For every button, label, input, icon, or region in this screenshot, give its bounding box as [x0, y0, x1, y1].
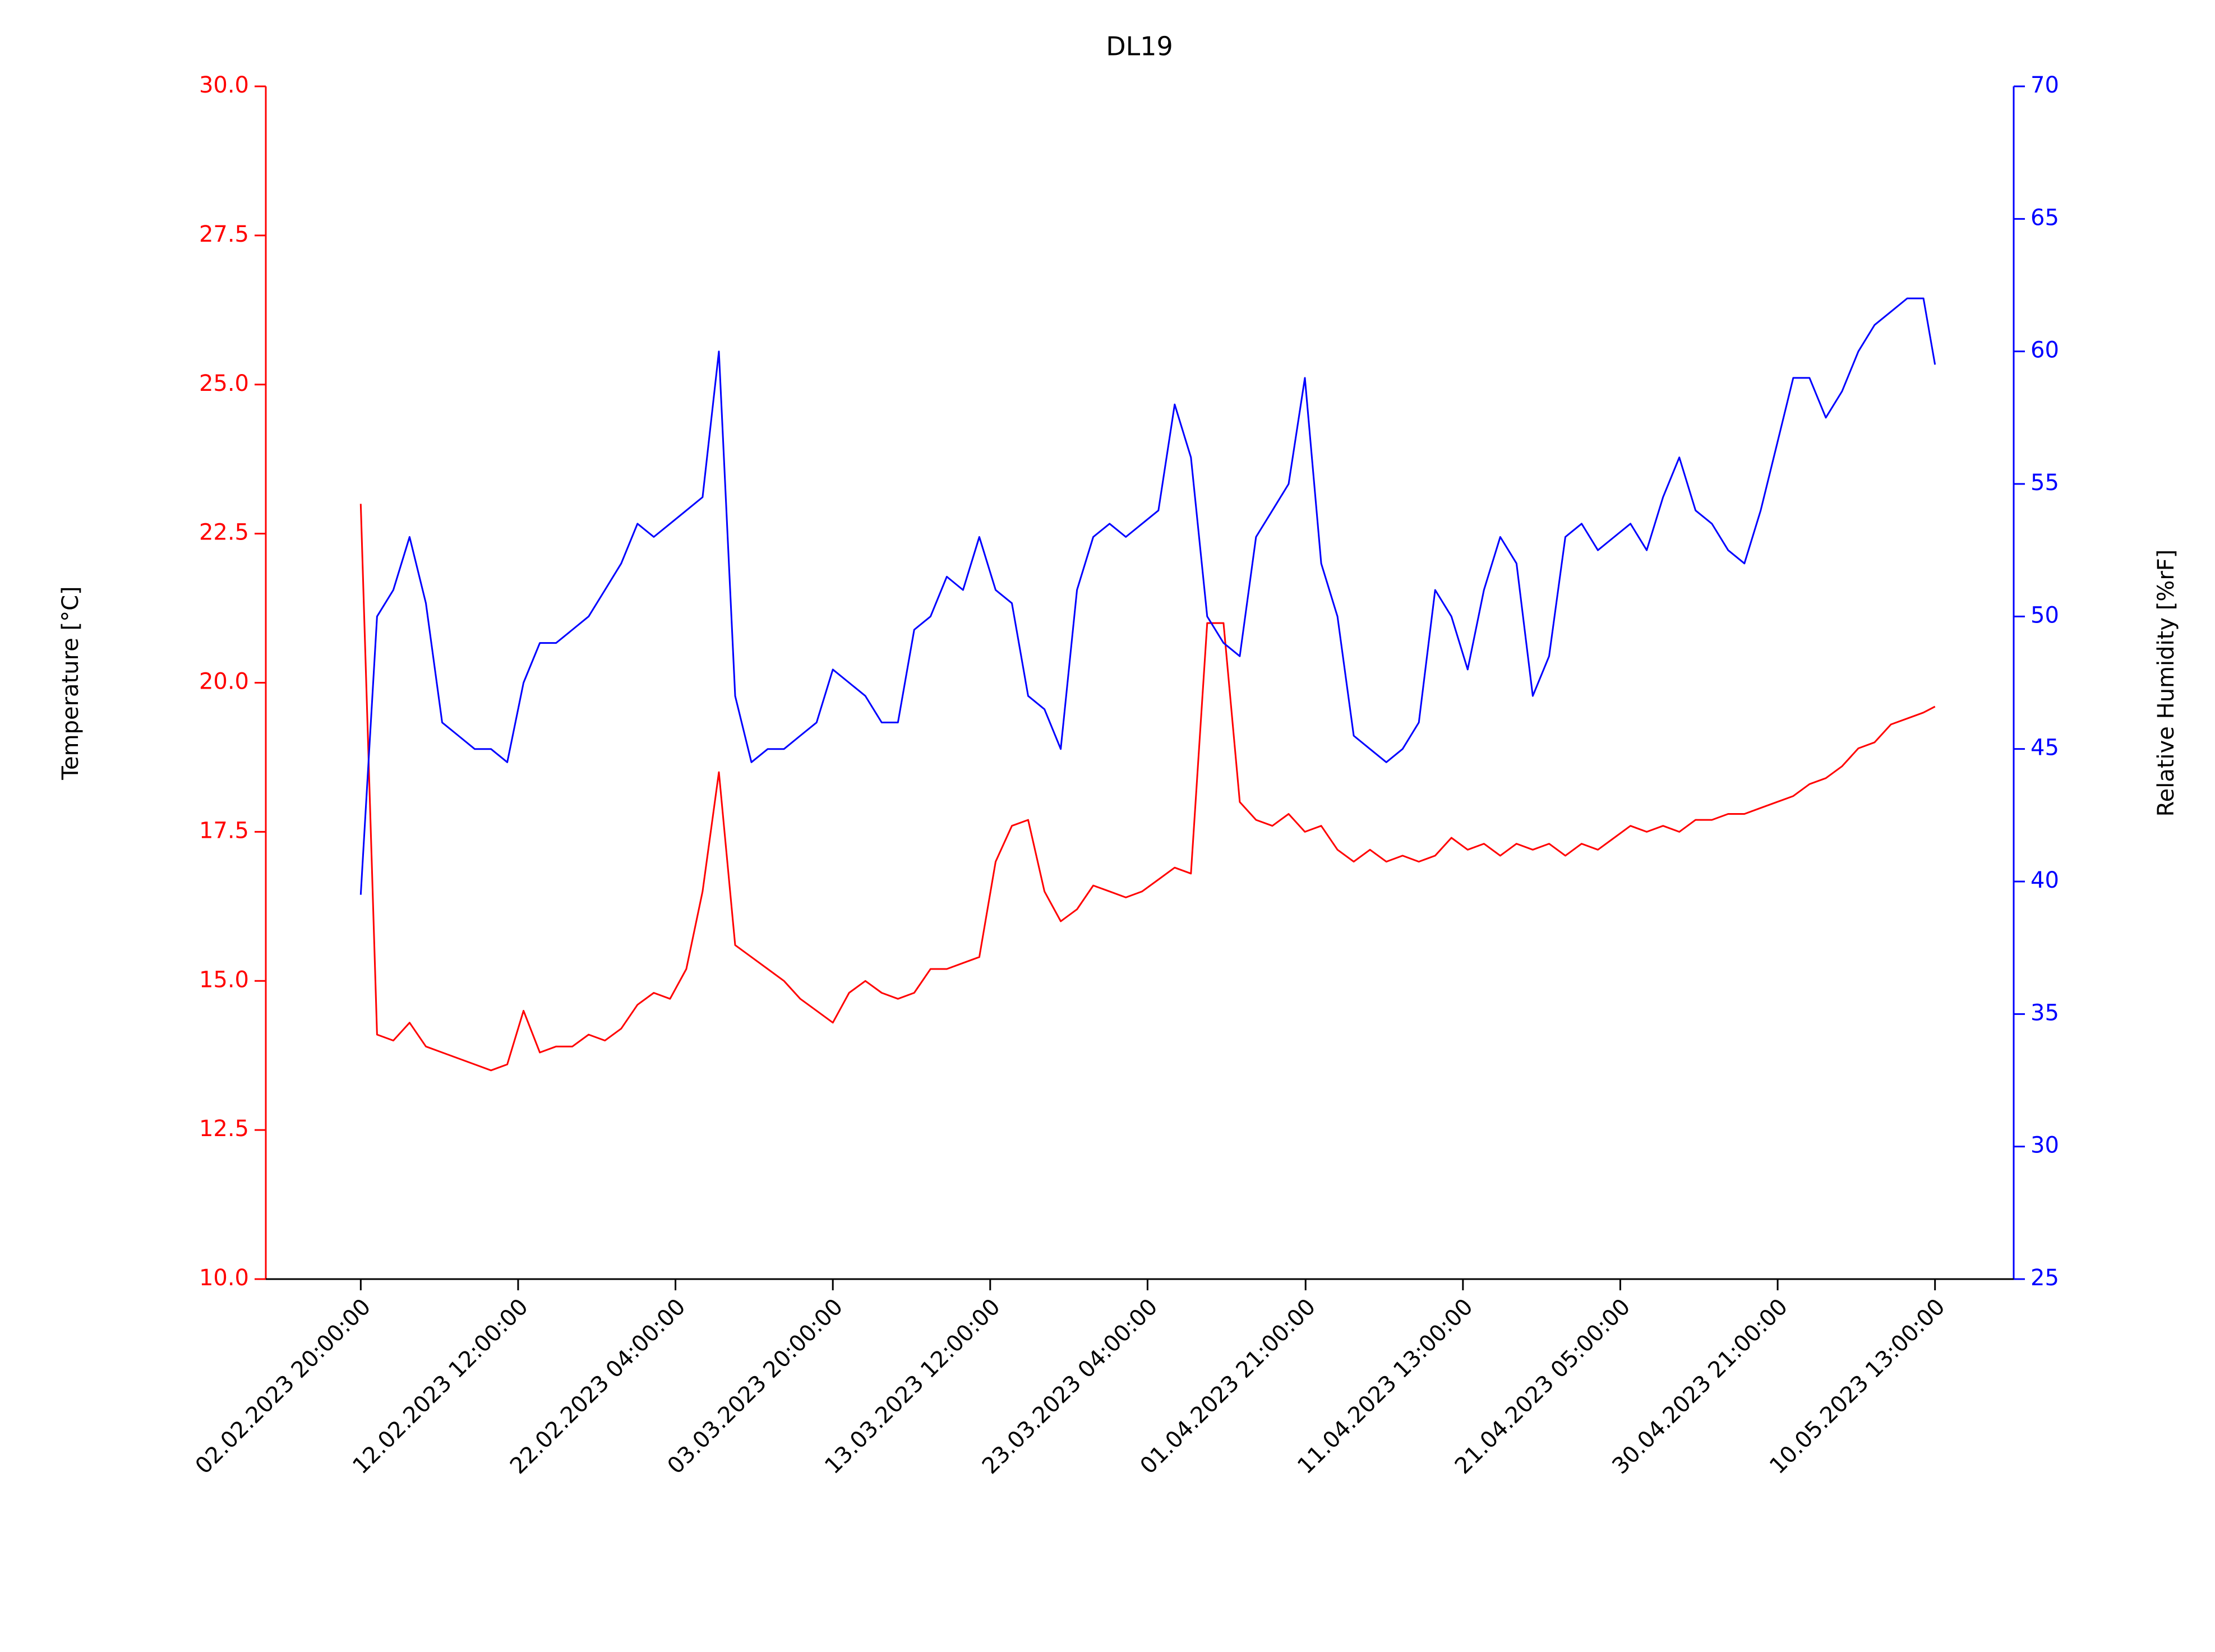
- y2-tick-label: 35: [2031, 1000, 2059, 1026]
- x-tick-label: 23.03.2023 04:00:00: [977, 1294, 1162, 1479]
- y2-tick-label: 30: [2031, 1133, 2059, 1159]
- y2-tick-label: 65: [2031, 205, 2059, 230]
- x-tick-label: 02.02.2023 20:00:00: [191, 1294, 376, 1479]
- y2-axis-label: Relative Humidity [%rF]: [2153, 550, 2179, 817]
- y2-tick-label: 25: [2031, 1265, 2059, 1291]
- chart-title: DL19: [1106, 31, 1173, 62]
- y2-tick-label: 40: [2031, 867, 2059, 893]
- y-tick-label: 15.0: [199, 967, 249, 993]
- y-tick-label: 25.0: [199, 371, 249, 396]
- y2-tick-label: 50: [2031, 602, 2059, 628]
- y-tick-label: 17.5: [199, 818, 249, 843]
- y2-tick-label: 55: [2031, 470, 2059, 496]
- y2-tick-label: 45: [2031, 735, 2059, 761]
- y-tick-label: 12.5: [199, 1116, 249, 1142]
- x-tick-label: 21.04.2023 05:00:00: [1450, 1294, 1635, 1479]
- y2-tick-label: 70: [2031, 72, 2059, 98]
- y-tick-label: 22.5: [199, 520, 249, 546]
- y2-tick-label: 60: [2031, 338, 2059, 363]
- x-tick-label: 03.03.2023 20:00:00: [663, 1294, 848, 1479]
- x-tick-label: 30.04.2023 21:00:00: [1607, 1294, 1792, 1479]
- y-tick-label: 27.5: [199, 222, 249, 247]
- x-tick-label: 10.05.2023 13:00:00: [1765, 1294, 1950, 1479]
- y-tick-label: 20.0: [199, 669, 249, 695]
- y-axis-label: Temperature [°C]: [58, 586, 84, 780]
- x-tick-label: 12.02.2023 12:00:00: [348, 1294, 533, 1479]
- x-tick-label: 11.04.2023 13:00:00: [1293, 1294, 1478, 1479]
- data-line: [359, 297, 1936, 895]
- x-tick-label: 22.02.2023 04:00:00: [505, 1294, 690, 1479]
- x-tick-label: 13.03.2023 12:00:00: [820, 1294, 1005, 1479]
- y-tick-label: 30.0: [199, 72, 249, 98]
- data-line: [359, 504, 1936, 1072]
- y-tick-label: 10.0: [199, 1265, 249, 1291]
- x-tick-label: 01.04.2023 21:00:00: [1136, 1294, 1321, 1479]
